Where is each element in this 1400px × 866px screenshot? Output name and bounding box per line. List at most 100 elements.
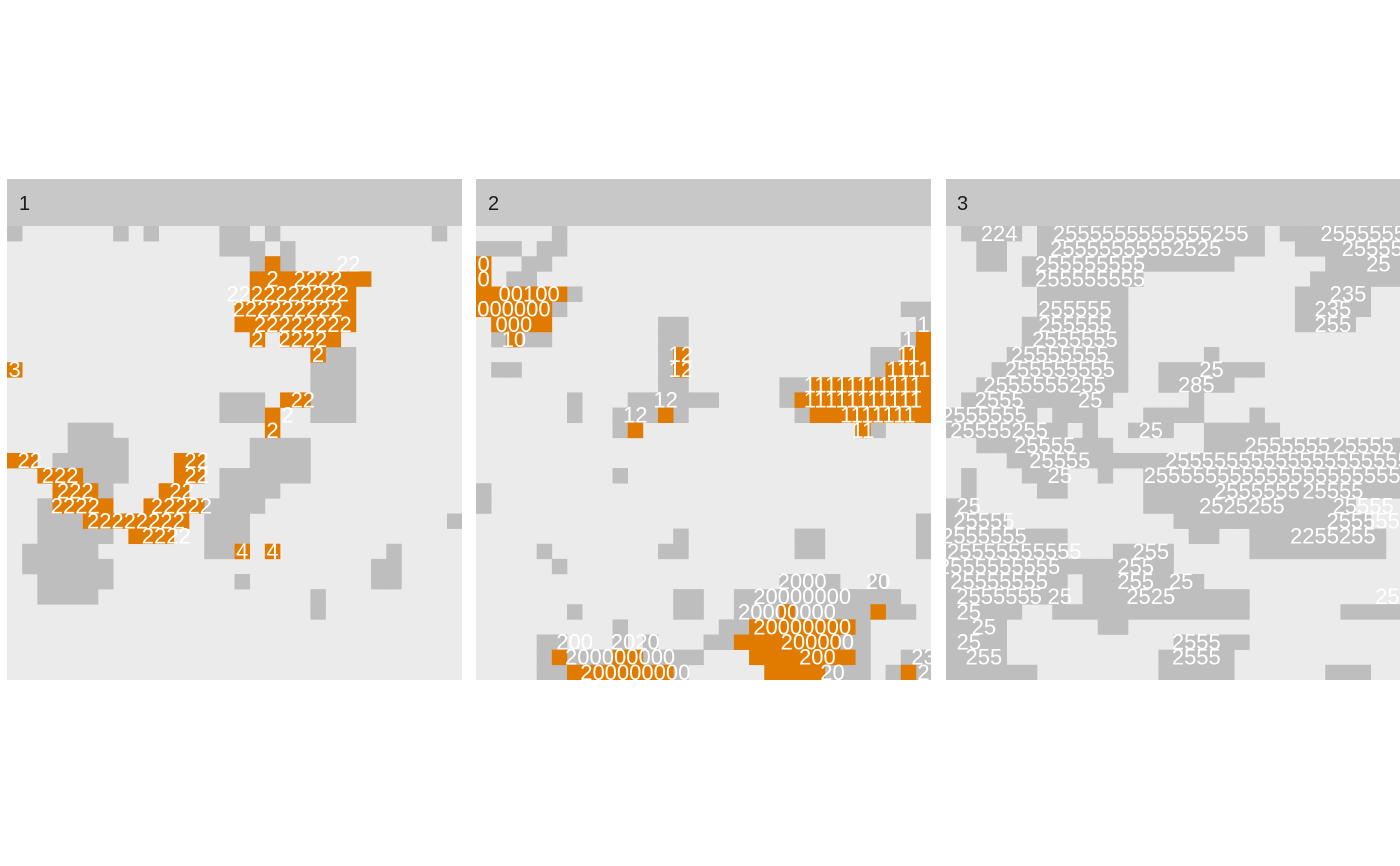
empty-tile: [1067, 316, 1083, 333]
empty-tile: [476, 498, 492, 514]
empty-tile: [1052, 558, 1068, 575]
empty-tile: [1340, 286, 1356, 302]
empty-tile: [1203, 256, 1220, 272]
highlight-tile-2: [310, 347, 326, 363]
highlight-tile-1: [870, 392, 886, 408]
empty-tile: [340, 407, 357, 423]
empty-tile: [1021, 528, 1038, 545]
empty-tile: [1294, 498, 1311, 514]
empty-tile: [1067, 301, 1083, 318]
empty-tile: [1143, 226, 1159, 242]
empty-tile: [718, 619, 735, 635]
highlight-tile-2: [310, 271, 326, 287]
empty-tile: [82, 558, 99, 575]
empty-tile: [82, 452, 99, 469]
empty-tile: [82, 573, 99, 590]
facet-panel-3: 3 224 2555555555555255 2555555255555555525…: [941, 179, 1400, 680]
highlight-tile-20: [809, 619, 826, 635]
highlight-tile-2: [325, 316, 342, 333]
tile-value-label: 25555: [1302, 478, 1363, 503]
highlight-tile-0: [491, 316, 507, 333]
empty-tile: [1067, 331, 1083, 348]
empty-tile: [1097, 452, 1114, 469]
empty-tile: [870, 422, 886, 439]
empty-tile: [310, 362, 326, 378]
empty-tile: [340, 392, 357, 408]
highlight-tile-1: [885, 362, 902, 378]
empty-tile: [310, 407, 326, 423]
empty-tile: [1219, 513, 1235, 529]
tile-value-label: 2555555: [941, 524, 1027, 549]
highlight-tile-20: [627, 664, 644, 680]
empty-tile: [1082, 558, 1098, 575]
highlight-tile-20: [809, 634, 826, 650]
empty-tile: [52, 589, 68, 605]
empty-tile: [82, 468, 99, 484]
tile-value-label: 2222: [294, 266, 343, 291]
highlight-tile-1: [870, 407, 886, 423]
tile-value-label: 2555: [975, 388, 1024, 413]
empty-tile: [961, 558, 977, 575]
tile-value-label: 0: [477, 251, 489, 276]
highlight-tile-4: [264, 543, 281, 560]
empty-tile: [991, 226, 1007, 242]
highlight-tile-2: [673, 347, 689, 363]
empty-tile: [219, 226, 235, 242]
empty-tile: [1294, 437, 1311, 454]
empty-tile: [1158, 256, 1174, 272]
empty-tile: [976, 422, 992, 439]
empty-tile: [1203, 347, 1220, 363]
empty-tile: [1097, 331, 1114, 348]
highlight-tile-2: [295, 286, 311, 302]
empty-tile: [658, 392, 674, 408]
highlight-tile-0: [491, 286, 507, 302]
empty-tile: [991, 513, 1007, 529]
highlight-tile-2: [82, 483, 99, 499]
empty-tile: [976, 241, 992, 257]
empty-tile: [1112, 331, 1129, 348]
empty-tile: [1021, 468, 1038, 484]
empty-tile: [1310, 301, 1326, 318]
highlight-tile-1: [855, 392, 871, 408]
empty-tile: [582, 649, 598, 666]
empty-tile: [749, 604, 765, 620]
empty-tile: [991, 543, 1007, 560]
highlight-tile-2: [280, 316, 296, 333]
empty-tile: [1219, 226, 1235, 242]
empty-tile: [386, 543, 402, 560]
empty-tile: [1340, 604, 1356, 620]
empty-tile: [52, 528, 68, 545]
empty-tile: [1006, 347, 1023, 363]
empty-tile: [1128, 226, 1144, 242]
empty-tile: [1097, 316, 1114, 333]
empty-tile: [1037, 422, 1053, 439]
empty-tile: [688, 604, 704, 620]
empty-tile: [1082, 377, 1098, 393]
empty-tile: [1158, 543, 1174, 560]
highlight-tile-0: [536, 286, 553, 302]
empty-tile: [1067, 392, 1083, 408]
empty-tile: [1006, 664, 1023, 680]
empty-tile: [234, 226, 251, 242]
empty-tile: [1370, 543, 1387, 560]
highlight-tile-1: [855, 407, 871, 423]
tile-value-label: 00100: [499, 282, 560, 307]
empty-tile: [1052, 362, 1068, 378]
tile-value-label: 285: [1178, 372, 1215, 397]
empty-tile: [22, 543, 38, 560]
tile-value-label: 25: [1366, 251, 1390, 276]
empty-tile: [1097, 226, 1114, 242]
tile-value-label: 2555555255: [983, 372, 1105, 397]
empty-tile: [946, 664, 962, 680]
empty-tile: [310, 604, 326, 620]
tile-value-label: 25555555: [1011, 342, 1109, 367]
empty-tile: [612, 468, 628, 484]
empty-tile: [1021, 271, 1038, 287]
empty-tile: [1249, 362, 1265, 378]
tile-value-label: 255555555555555555555: [1144, 463, 1400, 488]
empty-tile: [234, 528, 251, 545]
empty-tile: [1370, 604, 1387, 620]
empty-tile: [1112, 362, 1129, 378]
empty-tile: [764, 604, 780, 620]
